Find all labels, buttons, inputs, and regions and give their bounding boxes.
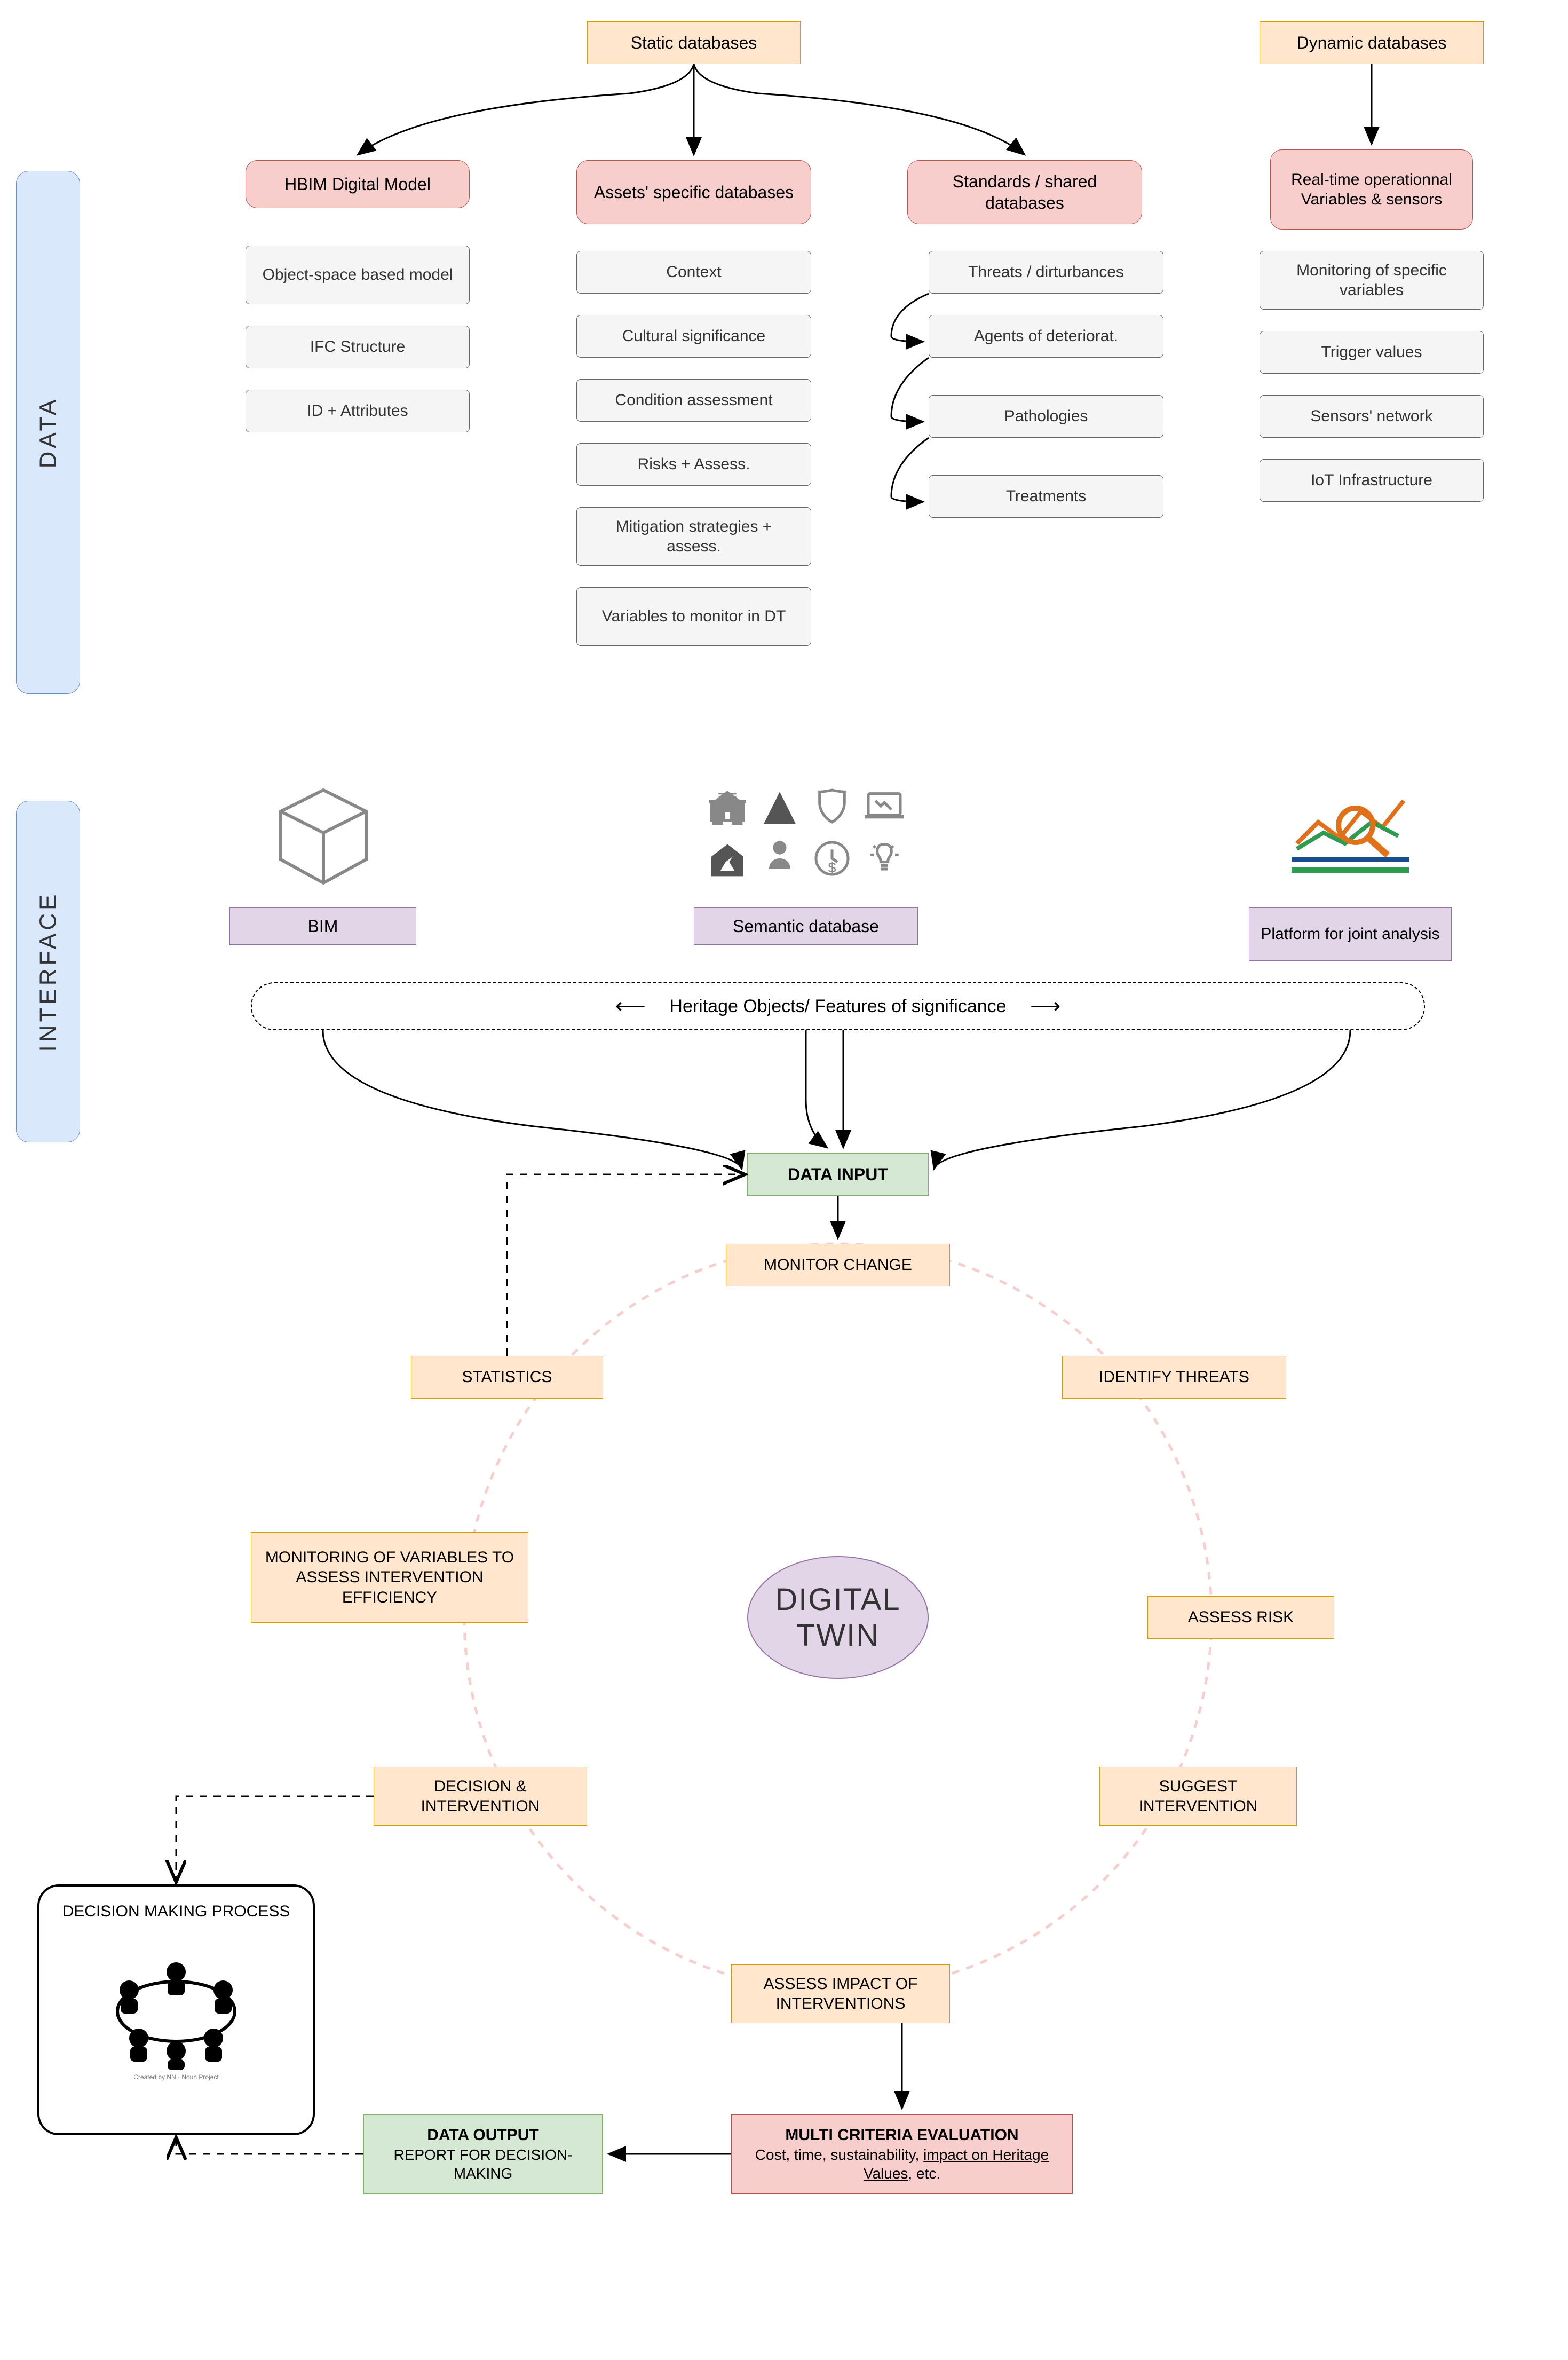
label-grey-hbin-1: IFC Structure [310, 337, 405, 357]
label-assess-impact: ASSESS IMPACT OF INTERVENTIONS [741, 1974, 940, 2014]
label-statistics: STATISTICS [462, 1367, 552, 1387]
label-decision-process: DECISION MAKING PROCESS [62, 1903, 290, 1921]
node-data-output: DATA OUTPUT REPORT FOR DECISION-MAKING [363, 2114, 603, 2194]
label-mc1: MULTI CRITERIA EVALUATION [785, 2125, 1018, 2145]
label-grey-std-3: Treatments [1006, 486, 1087, 507]
label-suggest-intervention: SUGGEST INTERVENTION [1110, 1777, 1287, 1817]
grey-hbin-0: Object-space based model [246, 246, 470, 304]
label-platform: Platform for joint analysis [1261, 924, 1439, 944]
people-table-icon [91, 1931, 262, 2070]
chart-analysis-icon [1286, 785, 1414, 883]
grey-dyn-1: Trigger values [1260, 331, 1484, 374]
node-platform: Platform for joint analysis [1249, 907, 1452, 961]
node-assets: Assets' specific databases [576, 160, 811, 224]
grey-std-0: Threats / dirturbances [929, 251, 1163, 294]
label-grey-dyn-0: Monitoring of specific variables [1270, 261, 1474, 301]
grey-std-3: Treatments [929, 475, 1163, 518]
side-label-data: DATA [16, 171, 80, 694]
node-static-db: Static databases [587, 21, 801, 64]
side-label-data-text: DATA [35, 397, 61, 469]
label-grey-std-2: Pathologies [1004, 406, 1088, 427]
grey-std-1: Agents of deteriorat. [929, 315, 1163, 358]
label-identify-threats: IDENTIFY THREATS [1099, 1367, 1249, 1387]
node-assess-impact: ASSESS IMPACT OF INTERVENTIONS [731, 1964, 950, 2023]
side-label-interface-text: INTERFACE [35, 891, 61, 1052]
node-hbin: HBIM Digital Model [246, 160, 470, 208]
label-semantic: Semantic database [733, 915, 879, 937]
heritage-bar: ⟵ Heritage Objects/ Features of signific… [251, 982, 1425, 1030]
icon-credit: Created by NN · Noun Project [133, 2073, 218, 2081]
label-grey-hbin-0: Object-space based model [263, 265, 453, 285]
label-grey-dyn-1: Trigger values [1321, 342, 1422, 362]
label-grey-assets-3: Risks + Assess. [638, 454, 750, 475]
node-semantic: Semantic database [694, 907, 918, 945]
side-label-interface: INTERFACE [16, 801, 80, 1142]
label-grey-dyn-3: IoT Infrastructure [1311, 470, 1432, 491]
label-monitoring-efficiency: MONITORING OF VARIABLES TO ASSESS INTERV… [261, 1548, 518, 1608]
node-data-input: DATA INPUT [747, 1153, 929, 1196]
label-data-input: DATA INPUT [788, 1164, 888, 1185]
grey-hbin-1: IFC Structure [246, 326, 470, 368]
node-decision-intervention: DECISION & INTERVENTION [374, 1767, 587, 1826]
grey-hbin-2: ID + Attributes [246, 390, 470, 432]
node-identify-threats: IDENTIFY THREATS [1062, 1356, 1286, 1399]
node-statistics: STATISTICS [411, 1356, 603, 1399]
grey-assets-2: Condition assessment [576, 379, 811, 422]
label-monitor-change: MONITOR CHANGE [764, 1255, 912, 1275]
cube-icon [270, 785, 377, 894]
label-dt: DIGITAL TWIN [748, 1582, 928, 1653]
label-do2: REPORT FOR DECISION-MAKING [374, 2145, 592, 2183]
label-grey-assets-1: Cultural significance [622, 326, 765, 346]
grey-std-2: Pathologies [929, 395, 1163, 438]
label-decision-intervention: DECISION & INTERVENTION [384, 1777, 577, 1817]
node-monitoring-efficiency: MONITORING OF VARIABLES TO ASSESS INTERV… [251, 1532, 528, 1623]
label-standards: Standards / shared databases [917, 171, 1132, 214]
label-heritage: Heritage Objects/ Features of significan… [669, 996, 1006, 1017]
grey-dyn-0: Monitoring of specific variables [1260, 251, 1484, 310]
label-grey-assets-5: Variables to monitor in DT [602, 606, 786, 627]
node-realtime: Real-time operationnal Variables & senso… [1270, 149, 1473, 230]
node-suggest-intervention: SUGGEST INTERVENTION [1099, 1767, 1297, 1826]
grey-dyn-2: Sensors' network [1260, 395, 1484, 438]
label-grey-dyn-2: Sensors' network [1310, 406, 1432, 427]
label-grey-std-0: Threats / dirturbances [968, 262, 1124, 282]
node-monitor-change: MONITOR CHANGE [726, 1244, 950, 1286]
label-do1: DATA OUTPUT [427, 2125, 538, 2145]
node-bim: BIM [229, 907, 416, 945]
digital-twin-center: DIGITAL TWIN [747, 1556, 929, 1679]
svg-text:$: $ [828, 860, 836, 876]
node-assess-risk: ASSESS RISK [1147, 1596, 1334, 1639]
label-assets: Assets' specific databases [594, 181, 794, 203]
label-grey-assets-2: Condition assessment [615, 390, 772, 411]
label-assess-risk: ASSESS RISK [1188, 1607, 1294, 1628]
node-dynamic-db: Dynamic databases [1260, 21, 1484, 64]
grey-dyn-3: IoT Infrastructure [1260, 459, 1484, 502]
label-grey-std-1: Agents of deteriorat. [974, 326, 1118, 346]
label-dynamic-db: Dynamic databases [1296, 32, 1446, 53]
grey-assets-1: Cultural significance [576, 315, 811, 358]
grey-assets-5: Variables to monitor in DT [576, 587, 811, 646]
label-grey-hbin-2: ID + Attributes [307, 401, 408, 421]
label-mc2a: Cost, time, sustainability, [755, 2146, 923, 2163]
node-multi-criteria: MULTI CRITERIA EVALUATION Cost, time, su… [731, 2114, 1073, 2194]
semantic-icons: $ [683, 785, 929, 880]
label-mc2: Cost, time, sustainability, impact on He… [742, 2145, 1062, 2183]
label-realtime: Real-time operationnal Variables & senso… [1280, 170, 1463, 210]
grey-assets-0: Context [576, 251, 811, 294]
grey-assets-4: Mitigation strategies + assess. [576, 507, 811, 566]
label-grey-assets-0: Context [666, 262, 721, 282]
label-bim: BIM [308, 915, 338, 937]
label-static-db: Static databases [631, 32, 757, 53]
node-standards: Standards / shared databases [907, 160, 1142, 224]
label-hbin: HBIM Digital Model [284, 173, 431, 195]
label-grey-assets-4: Mitigation strategies + assess. [587, 517, 801, 557]
label-mc2c: , etc. [908, 2165, 940, 2182]
grey-assets-3: Risks + Assess. [576, 443, 811, 486]
decision-making-process: DECISION MAKING PROCESS Created by NN · … [37, 1884, 315, 2135]
